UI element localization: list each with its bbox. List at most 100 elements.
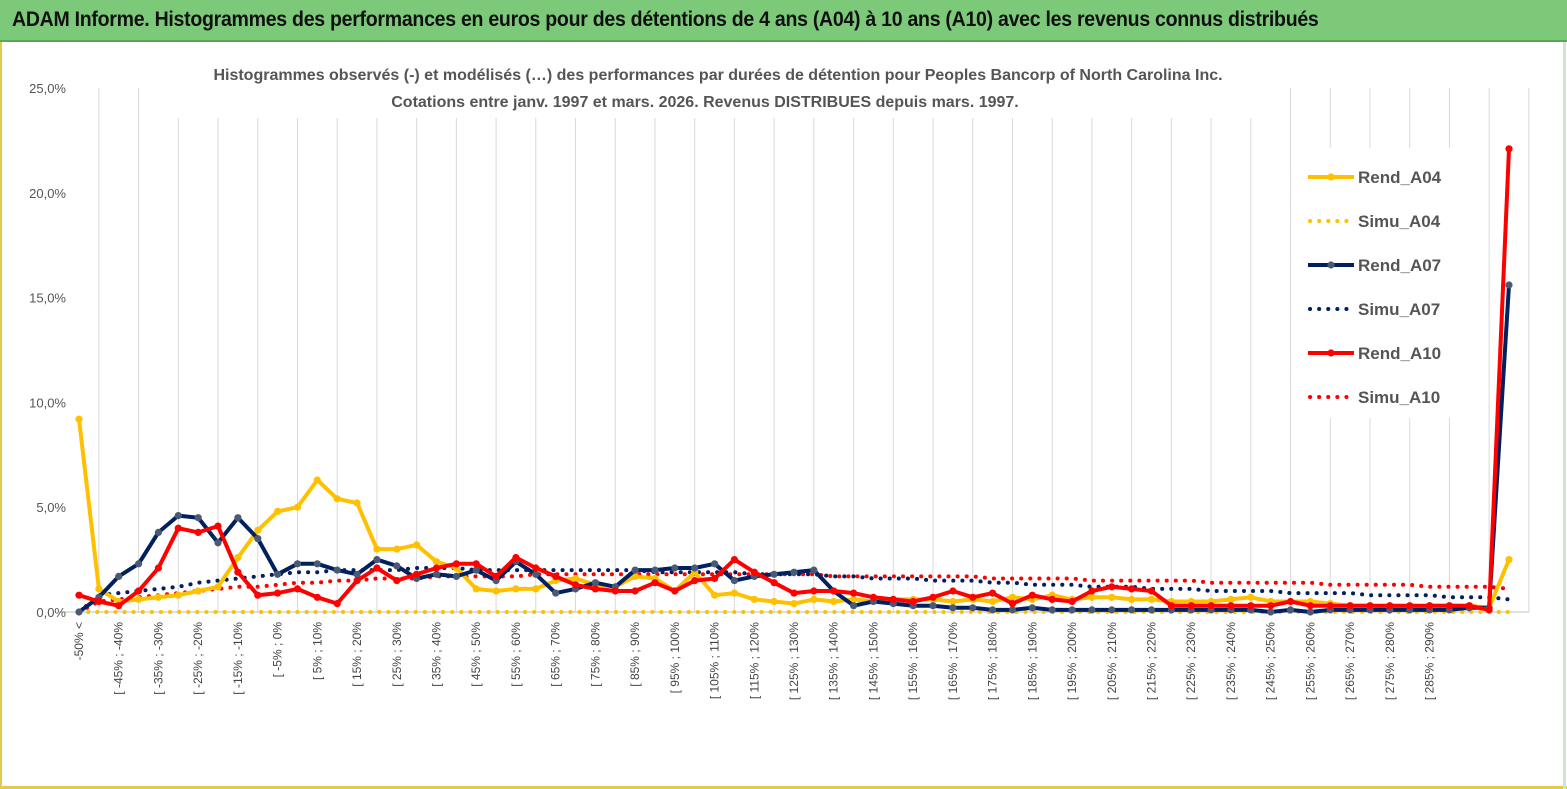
rend-a10-point: [1366, 602, 1374, 610]
rend-a10-point: [1267, 602, 1275, 610]
rend-a07-line: [77, 284, 1511, 614]
x-tick-label: -50% <: [72, 622, 86, 660]
rend-a10-point: [949, 587, 957, 595]
rend-a10-point: [591, 585, 600, 593]
rend-a04-point: [711, 591, 719, 599]
x-tick-label: [ 25% ; 30%: [390, 622, 404, 687]
rend-a10-point: [1028, 591, 1036, 599]
chart-title: Histogrammes observés (-) et modélisés (…: [213, 67, 1222, 84]
rend-a04-point: [850, 595, 858, 604]
legend-label-rend-a04: Rend_A04: [1358, 168, 1442, 187]
x-tick-label: [ 255% ; 260%: [1303, 622, 1317, 700]
rend-a10-point: [1008, 600, 1017, 608]
report-title: ADAM Informe. Histogrammes des performan…: [12, 8, 1319, 31]
rend-a04-point: [135, 595, 143, 604]
rend-a07-point: [393, 562, 401, 570]
rend-a10-point: [889, 595, 897, 604]
y-tick-label: 10,0%: [29, 395, 66, 410]
x-tick-label: [ 285% ; 290%: [1423, 622, 1437, 700]
x-tick-label: [ -5% ; 0%: [271, 622, 285, 678]
frame-left-edge: [0, 42, 2, 789]
x-tick-label: [ 165% ; 170%: [946, 622, 960, 700]
rend-a10-point: [770, 579, 778, 587]
rend-a04-point: [1147, 595, 1156, 604]
rend-a04-point: [1227, 595, 1235, 604]
rend-a07-point: [1068, 606, 1076, 614]
rend-a07-point: [293, 560, 302, 568]
rend-a07-point: [969, 604, 977, 612]
rend-a04-point: [75, 415, 83, 423]
rend-a07-point: [691, 564, 699, 572]
rend-a10-point: [969, 593, 977, 601]
rend-a07-point: [730, 577, 739, 585]
rend-a04-point: [770, 597, 778, 606]
x-tick-label: [ 235% ; 240%: [1224, 622, 1238, 700]
rend-a10-point: [373, 564, 381, 572]
rend-a07-point: [234, 514, 242, 522]
rend-a10-point: [790, 589, 798, 597]
rend-a10-point: [711, 574, 719, 583]
rend-a10-point: [631, 587, 639, 595]
rend-a10-point: [313, 593, 321, 601]
rend-a07-point: [353, 570, 361, 578]
rend-a10-point: [1426, 602, 1434, 610]
rend-a07-point: [631, 566, 639, 574]
rend-a10-point: [750, 568, 758, 576]
rend-a04-point: [293, 503, 302, 511]
rend-a10-point: [254, 591, 262, 599]
rend-a10-point: [75, 591, 83, 599]
rend-a10-point: [393, 577, 401, 585]
x-tick-label: [ 245% ; 250%: [1264, 622, 1278, 700]
legend-marker-rend-a04: [1327, 173, 1335, 181]
x-tick-label: [ 105% ; 110%: [708, 622, 722, 699]
rend-a07-point: [274, 570, 282, 578]
x-tick-label: [ 5% ; 10%: [310, 622, 324, 680]
rend-a07-point: [174, 511, 182, 520]
legend-marker-rend-a10: [1327, 349, 1335, 357]
rend-a10-point: [552, 572, 560, 581]
rend-a10-point: [850, 589, 858, 597]
rend-a04-point: [254, 526, 262, 534]
rend-a04-point: [1008, 593, 1017, 601]
rend-a04-point: [373, 545, 381, 553]
y-tick-label: 25,0%: [29, 81, 66, 96]
rend-a07-point: [135, 560, 143, 568]
rend-a04-point: [472, 585, 480, 593]
rend-a10-point: [492, 572, 500, 581]
rend-a07-point: [810, 566, 818, 574]
x-tick-label: [ 65% ; 70%: [549, 622, 563, 687]
rend-a10-point: [115, 602, 123, 610]
rend-a10-point: [1187, 602, 1195, 610]
rend-a04-point: [194, 587, 202, 595]
rend-a07-point: [1267, 608, 1275, 616]
rend-a04-point: [154, 593, 162, 601]
rend-a04-point: [353, 499, 361, 507]
rend-a04-point: [1128, 595, 1136, 604]
x-tick-label: [ -25% ; -20%: [191, 622, 205, 695]
x-tick-label: [ 35% ; 40%: [430, 622, 444, 687]
rend-a07-point: [790, 568, 798, 576]
x-tick-label: [ 135% ; 140%: [827, 622, 841, 700]
rend-a07-point: [115, 572, 123, 581]
rend-a07-point: [591, 579, 600, 587]
rend-a10-point: [194, 528, 202, 537]
legend: Rend_A04 Simu_A04 Rend_A07 Simu_A07 Rend_A10…: [1308, 168, 1442, 407]
rend-a04-line: [77, 418, 1511, 610]
rend-a10-point: [1108, 583, 1116, 591]
rend-a10-point: [1227, 602, 1235, 610]
x-tick-label: [ 175% ; 180%: [986, 622, 1000, 700]
rend-a07-point: [1505, 281, 1513, 289]
x-tick-label: [ 125% ; 130%: [787, 622, 801, 700]
rend-a07-point: [711, 560, 719, 568]
x-tick-label: [ 45% ; 50%: [469, 622, 483, 687]
rend-a07-point: [472, 566, 480, 574]
rend-a04-point: [234, 553, 242, 562]
rend-a07-point: [333, 566, 341, 574]
rend-a07-point: [651, 566, 659, 574]
rend-a04-point: [949, 597, 957, 606]
rend-a07-point: [1108, 606, 1116, 614]
rend-a10-point: [353, 577, 361, 585]
rend-a10-point: [1128, 585, 1136, 593]
rend-a10-point: [452, 560, 460, 568]
